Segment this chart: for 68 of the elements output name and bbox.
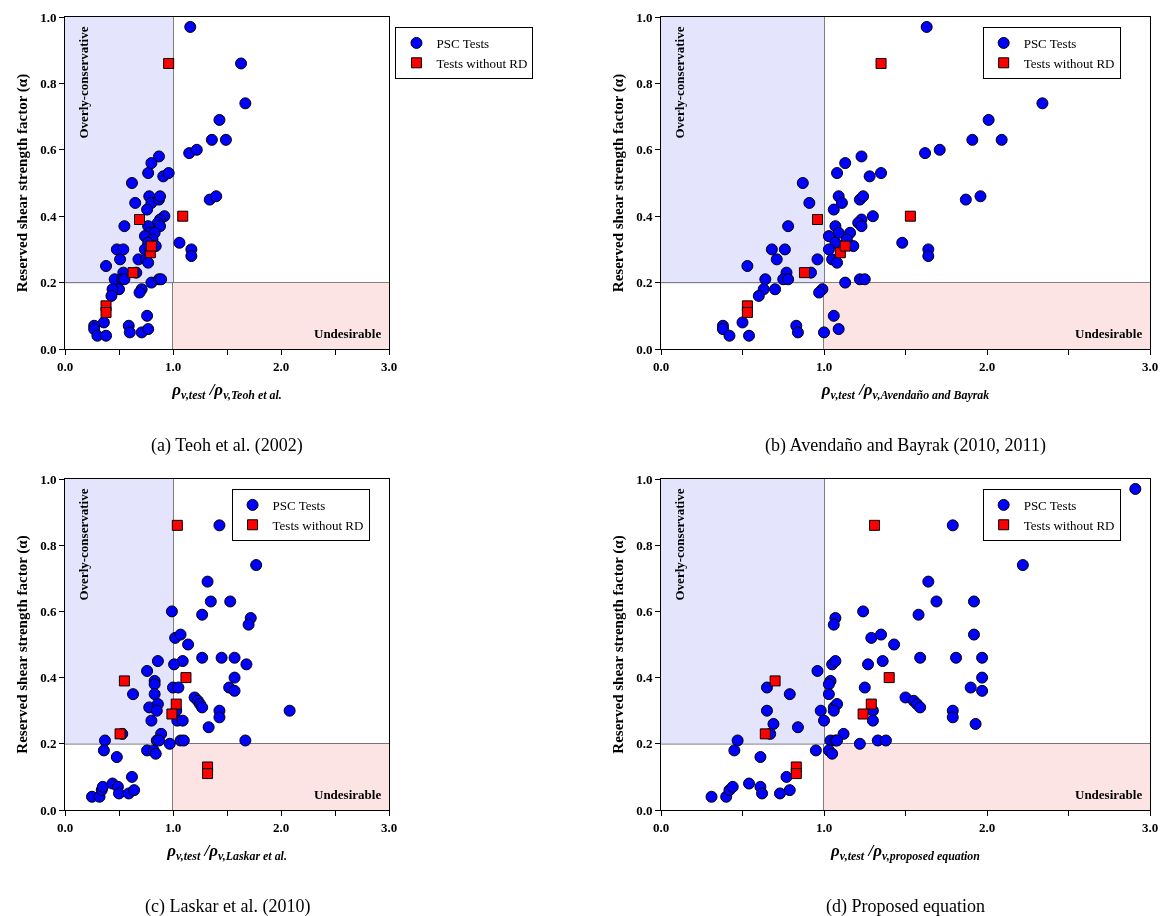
x-tick-label: 0.0	[56, 819, 74, 835]
y-tick-label: 0.4	[40, 670, 57, 686]
x-tick-label: 3.0	[380, 358, 398, 374]
band-label: Overly-conservative	[75, 26, 91, 139]
band-label: Overly-conservative	[671, 488, 687, 601]
y-axis-title: Reserved shear strength factor (α)	[610, 535, 628, 754]
y-tick-label: 0.0	[636, 802, 653, 818]
band-label: Undesirable	[1075, 326, 1143, 341]
y-tick-label: 0.2	[40, 736, 57, 752]
legend-label: Tests without RD	[436, 55, 528, 71]
band-label: Overly-conservative	[671, 26, 687, 139]
y-tick-label: 0.8	[636, 537, 653, 553]
y-tick-label: 0.2	[636, 275, 653, 291]
y-tick-label: 0.4	[636, 208, 653, 224]
x-tick-label: 1.0	[164, 358, 182, 374]
text: (c) Laskar et al. (2010)	[145, 896, 311, 916]
y-tick-label: 0.8	[40, 537, 57, 553]
band-label: Undesirable	[314, 787, 382, 802]
band-label: Undesirable	[1075, 787, 1143, 802]
x-axis-title: ρ$_{v,test}$ /ρ$_{v,Laskar et al.}$	[166, 841, 287, 863]
x-tick-label: 0.0	[56, 358, 74, 374]
x-axis-title: ρ$_{v,test}$ /ρ$_{v,proposed equation}$	[830, 841, 981, 863]
y-tick-label: 1.0	[636, 9, 653, 25]
band-label: Overly-conservative	[75, 488, 91, 601]
y-tick-label: 0.6	[636, 142, 653, 158]
x-tick-label: 1.0	[815, 819, 833, 835]
y-axis-title: Reserved shear strength factor (α)	[14, 535, 32, 754]
legend-label: Tests without RD	[1023, 517, 1115, 533]
y-tick-label: 0.4	[40, 208, 57, 224]
legend-label: Tests without RD	[1023, 55, 1115, 71]
y-tick-label: 0.6	[40, 603, 57, 619]
x-tick-label: 2.0	[978, 819, 996, 835]
y-tick-label: 0.0	[636, 341, 653, 357]
y-tick-label: 0.8	[40, 75, 57, 91]
y-tick-label: 0.2	[40, 275, 57, 291]
legend-label: Tests without RD	[272, 517, 364, 533]
y-axis-title: Reserved shear strength factor (α)	[14, 73, 32, 293]
x-tick-label: 2.0	[272, 358, 290, 374]
x-tick-label: 1.0	[164, 819, 182, 835]
y-tick-label: 0.4	[636, 670, 653, 686]
y-tick-label: 1.0	[636, 471, 653, 487]
legend-label: PSC Tests	[436, 35, 490, 51]
x-tick-label: 0.0	[652, 819, 670, 835]
y-tick-label: 0.0	[40, 341, 57, 357]
band-label: Undesirable	[314, 326, 382, 341]
legend-label: PSC Tests	[272, 497, 326, 513]
x-tick-label: 1.0	[815, 358, 833, 374]
x-tick-label: 3.0	[1141, 358, 1159, 374]
x-tick-label: 3.0	[1141, 819, 1159, 835]
y-axis-title: Reserved shear strength factor (α)	[610, 73, 628, 293]
text: (b) Avendaño and Bayrak (2010, 2011)	[765, 435, 1046, 456]
y-tick-label: 0.0	[40, 802, 57, 818]
x-tick-label: 0.0	[652, 358, 670, 374]
y-tick-label: 0.8	[636, 75, 653, 91]
legend-label: PSC Tests	[1023, 497, 1077, 513]
legend-label: PSC Tests	[1023, 35, 1077, 51]
y-tick-label: 1.0	[40, 9, 57, 25]
x-tick-label: 3.0	[380, 819, 398, 835]
text: (d) Proposed equation	[826, 896, 985, 916]
x-tick-label: 2.0	[978, 358, 996, 374]
y-tick-label: 0.6	[40, 142, 57, 158]
y-tick-label: 0.2	[636, 736, 653, 752]
y-tick-label: 0.6	[636, 603, 653, 619]
x-axis-title: ρ$_{v,test}$ /ρ$_{v,Avendaño and Bayrak}$	[820, 380, 990, 402]
text: (a) Teoh et al. (2002)	[151, 435, 303, 456]
x-axis-title: ρ$_{v,test}$ /ρ$_{v,Teoh et al.}$	[171, 380, 282, 402]
y-tick-label: 1.0	[40, 471, 57, 487]
x-tick-label: 2.0	[272, 819, 290, 835]
